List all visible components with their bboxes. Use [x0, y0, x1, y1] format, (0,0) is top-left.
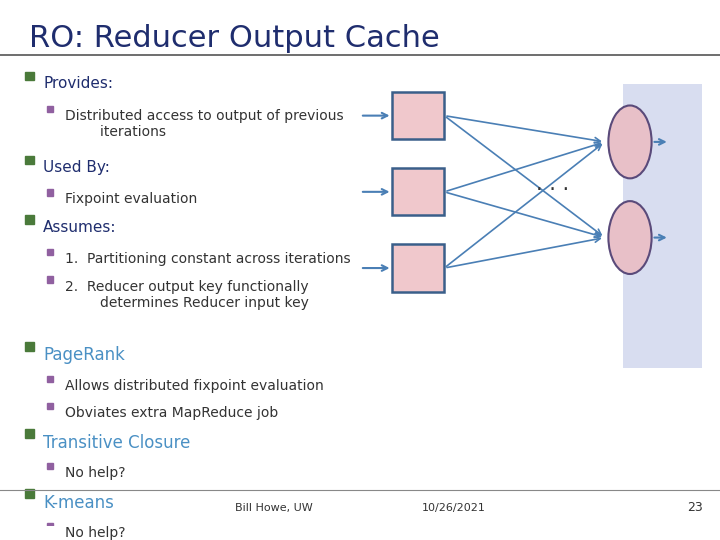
FancyBboxPatch shape — [47, 249, 53, 255]
Text: K-means: K-means — [43, 494, 114, 511]
Text: PageRank: PageRank — [43, 346, 125, 364]
Text: Bill Howe, UW: Bill Howe, UW — [235, 503, 312, 512]
FancyBboxPatch shape — [47, 463, 53, 469]
Text: 10/26/2021: 10/26/2021 — [422, 503, 485, 512]
Text: Obviates extra MapReduce job: Obviates extra MapReduce job — [65, 406, 278, 420]
Text: Assumes:: Assumes: — [43, 220, 117, 235]
FancyBboxPatch shape — [47, 523, 53, 529]
Ellipse shape — [608, 105, 652, 178]
Text: No help?: No help? — [65, 466, 125, 480]
FancyBboxPatch shape — [25, 489, 34, 498]
FancyBboxPatch shape — [47, 276, 53, 283]
Text: Allows distributed fixpoint evaluation: Allows distributed fixpoint evaluation — [65, 379, 323, 393]
Text: Provides:: Provides: — [43, 76, 113, 91]
Text: 1.  Partitioning constant across iterations: 1. Partitioning constant across iteratio… — [65, 252, 351, 266]
Text: RO: Reducer Output Cache: RO: Reducer Output Cache — [29, 24, 439, 53]
FancyBboxPatch shape — [47, 376, 53, 382]
FancyBboxPatch shape — [392, 168, 444, 215]
Text: Distributed access to output of previous
        iterations: Distributed access to output of previous… — [65, 109, 343, 139]
Text: No help?: No help? — [65, 526, 125, 540]
FancyBboxPatch shape — [47, 189, 53, 195]
Text: · · ·: · · · — [536, 180, 570, 200]
FancyBboxPatch shape — [392, 92, 444, 139]
FancyBboxPatch shape — [623, 84, 702, 368]
Text: Used By:: Used By: — [43, 160, 110, 175]
FancyBboxPatch shape — [47, 403, 53, 409]
Text: Transitive Closure: Transitive Closure — [43, 434, 191, 451]
Text: Fixpoint evaluation: Fixpoint evaluation — [65, 192, 197, 206]
FancyBboxPatch shape — [47, 106, 53, 112]
FancyBboxPatch shape — [25, 156, 34, 164]
FancyBboxPatch shape — [25, 429, 34, 438]
FancyBboxPatch shape — [25, 215, 34, 224]
Text: 23: 23 — [687, 501, 703, 514]
Ellipse shape — [608, 201, 652, 274]
FancyBboxPatch shape — [25, 342, 34, 350]
Text: 2.  Reducer output key functionally
        determines Reducer input key: 2. Reducer output key functionally deter… — [65, 280, 309, 310]
FancyBboxPatch shape — [25, 72, 34, 80]
FancyBboxPatch shape — [392, 245, 444, 292]
